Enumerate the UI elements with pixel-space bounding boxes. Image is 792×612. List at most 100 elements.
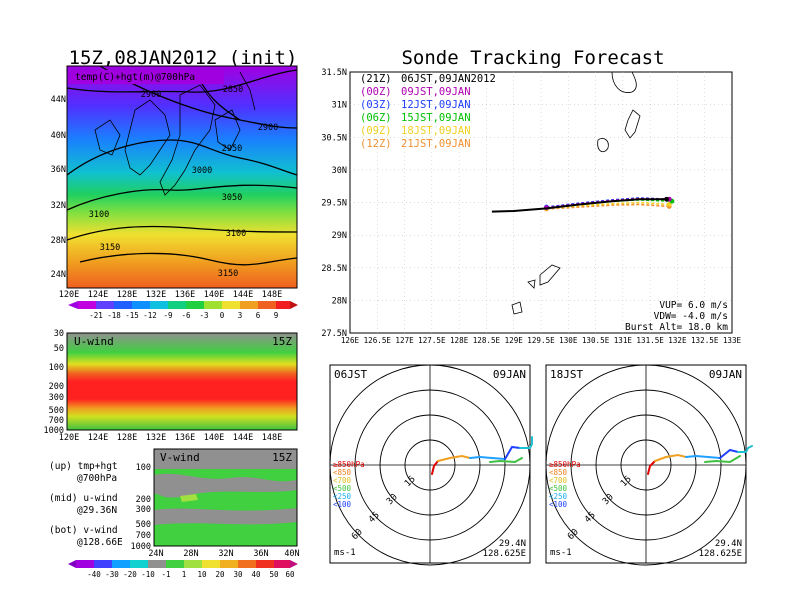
v-colorbar <box>68 560 298 568</box>
colorbar-tick: -1 <box>161 570 170 579</box>
x-tick: 128E <box>117 433 137 443</box>
x-tick: 32N <box>218 549 233 559</box>
u-wind-panel: U-wind 15Z 30 50 100 200 300 500 700 100… <box>44 329 298 443</box>
contour-label: 2900 <box>141 90 161 100</box>
legend-tag: (06Z) <box>360 112 392 124</box>
hodo-unit: ms-1 <box>334 548 356 558</box>
colorbar-tick: 10 <box>197 570 207 579</box>
y-tick: 200 <box>136 495 151 505</box>
x-tick: 144E <box>233 290 253 300</box>
y-tick: 24N <box>51 270 66 280</box>
x-tick: 132.5E <box>691 336 719 345</box>
map-panel: 2900 2850 2900 2950 3000 3050 3100 3100 … <box>51 65 298 320</box>
y-tick: 700 <box>136 531 151 541</box>
colorbar-tick: 3 <box>238 311 243 320</box>
colorbar-tick: -15 <box>125 311 139 320</box>
level-label: ≥850hPa <box>333 460 365 469</box>
y-tick: 27.5N <box>321 329 347 339</box>
level-label: <500 <box>549 484 568 493</box>
colorbar-tick: -10 <box>141 570 155 579</box>
track-legend: (21Z) 06JST,09JAN2012 (00Z) 09JST,09JAN … <box>360 73 496 150</box>
y-tick: 29.5N <box>321 199 347 209</box>
u-wind-label: U-wind <box>74 335 114 348</box>
y-tick: 40N <box>51 131 66 141</box>
track-end-point <box>666 202 672 207</box>
map-colorbar <box>68 301 298 309</box>
legend-text: 06JST,09JAN2012 <box>401 73 496 85</box>
temperature-field <box>67 66 297 288</box>
colorbar-tick: 30 <box>233 570 243 579</box>
x-tick: 132E <box>146 433 166 443</box>
colorbar-tick: -18 <box>107 311 121 320</box>
y-tick: 32N <box>51 201 66 211</box>
track-lines <box>491 196 675 213</box>
hodo-lat: 29.4N <box>499 539 526 549</box>
height-contours <box>66 65 298 266</box>
hodo-date: 09JAN <box>709 368 742 381</box>
track-x-ticks: 126E 126.5E 127E 127.5E 128E 128.5E 129E… <box>341 336 742 345</box>
note-line: (bot) v-wind <box>49 525 118 536</box>
x-tick: 148E <box>262 433 282 443</box>
colorbar-tick: -21 <box>89 311 103 320</box>
x-tick: 127E <box>395 336 414 345</box>
hodo-unit: ms-1 <box>550 548 572 558</box>
y-tick: 28.5N <box>321 264 347 274</box>
colorbar-tick: 0 <box>220 311 225 320</box>
note-line: (mid) u-wind <box>49 493 118 504</box>
hodo-time: 18JST <box>550 368 583 381</box>
level-label: ≥850hPa <box>549 460 581 469</box>
colorbar-tick: 20 <box>215 570 225 579</box>
legend-tag: (21Z) <box>360 73 392 85</box>
x-tick: 28N <box>183 549 198 559</box>
hodo-lon: 128.625E <box>699 549 742 559</box>
left-title: 15Z,08JAN2012 (init) <box>69 47 298 69</box>
v-wind-time: 15Z <box>272 451 292 464</box>
y-tick: 100 <box>49 363 64 373</box>
colorbar-tick: 6 <box>256 311 261 320</box>
x-tick: 126E <box>341 336 360 345</box>
track-info: VUP= 6.0 m/s VDW= -4.0 m/s Burst Alt= 18… <box>625 300 728 333</box>
burst-text: Burst Alt= 18.0 km <box>625 322 728 333</box>
y-tick: 500 <box>136 520 151 530</box>
x-tick: 128E <box>450 336 469 345</box>
x-tick: 131E <box>614 336 633 345</box>
x-tick: 129E <box>505 336 524 345</box>
colorbar-tick: -20 <box>123 570 137 579</box>
hodograph-right: 18JST 09JAN 15 30 45 60 ≥850hPa <850 <70… <box>545 364 753 566</box>
contour-label: 3050 <box>222 193 242 203</box>
y-tick: 31N <box>332 101 347 111</box>
y-tick: 300 <box>136 505 151 515</box>
x-tick: 140E <box>204 290 224 300</box>
x-tick: 24N <box>148 549 163 559</box>
right-title: Sonde Tracking Forecast <box>401 47 664 69</box>
colorbar-tick: -40 <box>87 570 101 579</box>
colorbar-tick: 1 <box>182 570 187 579</box>
y-tick: 28N <box>332 296 347 306</box>
legend-tag: (00Z) <box>360 86 392 98</box>
colorbar-tick: 50 <box>269 570 279 579</box>
note-line: @29.36N <box>77 505 117 516</box>
level-label: <850 <box>333 468 352 477</box>
y-tick: 29N <box>332 231 347 241</box>
track-y-ticks: 31.5N 31N 30.5N 30N 29.5N 29N 28.5N 28N … <box>321 68 347 339</box>
map-label: temp(C)+hgt(m)@700hPa <box>75 72 195 83</box>
x-tick: 36N <box>253 549 268 559</box>
x-tick: 140E <box>204 433 224 443</box>
y-tick: 1000 <box>131 542 151 552</box>
y-tick: 1000 <box>44 426 64 436</box>
x-tick: 126.5E <box>364 336 392 345</box>
colorbar-tick: -3 <box>199 311 208 320</box>
colorbar-tick: -9 <box>163 311 172 320</box>
track-series-line <box>491 198 667 213</box>
x-tick: 136E <box>175 433 195 443</box>
note-line: @128.66E <box>77 537 123 548</box>
contour-label: 3000 <box>192 166 212 176</box>
y-tick: 30N <box>332 166 347 176</box>
side-notes: (up) tmp+hgt @700hPa (mid) u-wind @29.36… <box>49 461 123 548</box>
y-tick: 30 <box>54 329 64 339</box>
coastlines <box>94 71 256 196</box>
x-tick: 120E <box>59 433 79 443</box>
level-label: <500 <box>333 484 352 493</box>
vup-text: VUP= 6.0 m/s <box>659 300 728 311</box>
x-tick: 130.5E <box>582 336 610 345</box>
